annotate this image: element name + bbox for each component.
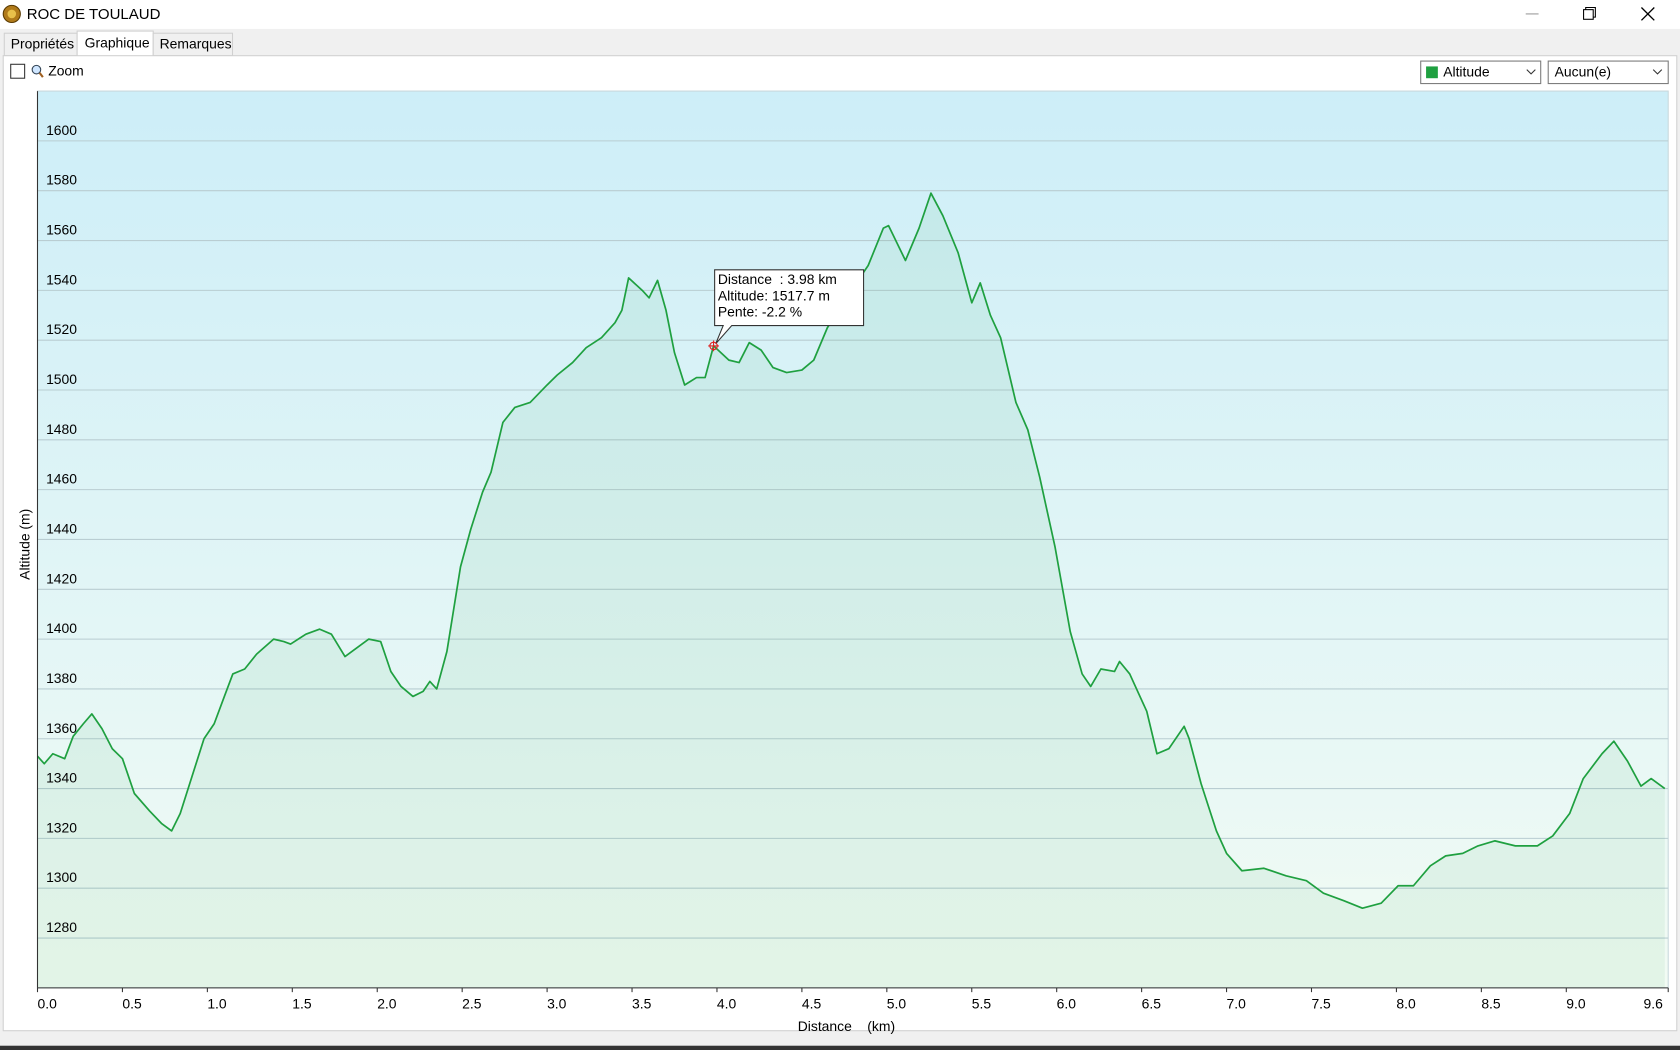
x-tick-label: 8.0: [1396, 996, 1416, 1012]
x-axis-title: Distance (km): [798, 1018, 895, 1034]
x-tick-label: 7.5: [1311, 996, 1331, 1012]
x-tick-label: 4.5: [802, 996, 822, 1012]
dropdown-arrow: [1526, 69, 1536, 75]
y-tick-label: 1360: [46, 720, 77, 736]
zoom-checkbox[interactable]: [10, 63, 26, 79]
cursor-cross: [708, 340, 719, 352]
close-button[interactable]: [1640, 7, 1655, 21]
x-tick-label: 6.5: [1142, 996, 1162, 1012]
series: [36, 192, 1666, 988]
dropdown-value[interactable]: Aucun(e): [1555, 64, 1611, 80]
y-tick-label: 1600: [46, 122, 77, 138]
profile-line: [36, 192, 1666, 909]
zoom-icon: [31, 64, 42, 75]
restore-icon: [1585, 6, 1596, 18]
zoom-label[interactable]: Zoom: [48, 62, 84, 78]
y-tick-label: 1520: [46, 321, 77, 337]
x-tick-label: 5.0: [887, 996, 907, 1012]
title-bar: [0, 0, 1680, 29]
y-tick-label: 1580: [46, 172, 77, 188]
y-tick-label: 1480: [46, 421, 77, 437]
y-tick-label: 1340: [46, 770, 77, 786]
app-icon-inner: [7, 9, 17, 19]
x-tick-label: 4.0: [717, 996, 737, 1012]
dropdown-value[interactable]: Altitude: [1443, 64, 1490, 80]
tab-active[interactable]: [76, 30, 154, 58]
x-tick-label: 2.5: [462, 996, 482, 1012]
tooltip-line: Distance : 3.98 km: [718, 271, 837, 287]
ticks: 1280 1300 1320 1340 1360 1380 1400 1420 1440 1460…: [36, 122, 1669, 1012]
restore-button[interactable]: [1583, 9, 1594, 20]
tab-label[interactable]: Graphique: [85, 35, 150, 51]
tooltip-line: Pente: -2.2 %: [718, 303, 802, 319]
y-tick-label: 1420: [46, 570, 77, 586]
y-tick-label: 1440: [46, 520, 77, 536]
zoom-icon-handle: [38, 72, 44, 78]
dropdown[interactable]: [1420, 60, 1542, 85]
y-tick-label: 1280: [46, 919, 77, 935]
area-fill: [37, 193, 1665, 988]
y-tick-label: 1540: [46, 271, 77, 287]
series-swatch: [1426, 66, 1438, 79]
y-tick-label: 1560: [46, 222, 77, 238]
y-tick-label: 1500: [46, 371, 77, 387]
x-tick-label: 1.5: [292, 996, 312, 1012]
dropdown[interactable]: [1547, 60, 1669, 85]
tooltip-line: Altitude: 1517.7 m: [718, 287, 830, 303]
x-tick-label: 7.0: [1227, 996, 1247, 1012]
x-tick-label: 6.0: [1057, 996, 1077, 1012]
x-tick-label: 0.0: [37, 996, 57, 1012]
tab-label[interactable]: Propriétés: [11, 36, 74, 52]
x-tick-label: 9.6: [1644, 996, 1664, 1012]
x-tick-label: 2.0: [377, 996, 397, 1012]
x-tick-label: 3.0: [547, 996, 567, 1012]
y-tick-label: 1400: [46, 620, 77, 636]
y-tick-label: 1460: [46, 471, 77, 487]
window-title: ROC DE TOULAUD: [27, 6, 161, 23]
y-axis-title: Altitude (m): [16, 509, 32, 580]
x-tick-label: 8.5: [1481, 996, 1501, 1012]
x-tick-label: 3.5: [632, 996, 652, 1012]
x-tick-label: 1.0: [207, 996, 227, 1012]
y-tick-label: 1320: [46, 819, 77, 835]
tab-label[interactable]: Remarques: [160, 36, 232, 52]
x-tick-label: 5.5: [972, 996, 992, 1012]
y-tick-label: 1300: [46, 869, 77, 885]
dropdown-arrow: [1652, 69, 1663, 75]
x-tick-label: 0.5: [122, 996, 142, 1012]
tooltip-box: [714, 269, 865, 345]
x-tick-label: 9.0: [1566, 996, 1586, 1012]
bottom-edge: [0, 1045, 1680, 1050]
y-tick-label: 1380: [46, 670, 77, 686]
